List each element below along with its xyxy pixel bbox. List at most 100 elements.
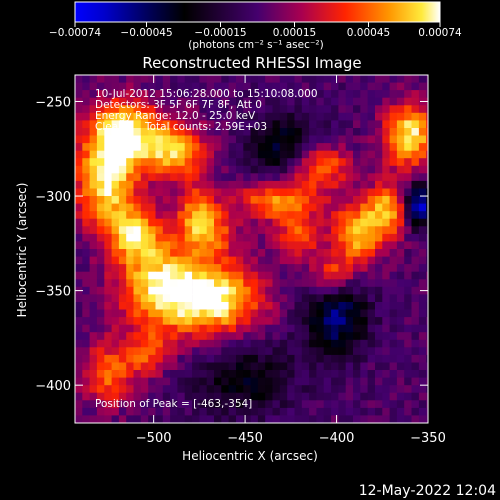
heatmap-cell	[111, 339, 120, 348]
heatmap-cell	[243, 188, 251, 197]
heatmap-cell	[265, 173, 273, 182]
heatmap-cell	[133, 226, 142, 235]
heatmap-cell	[265, 392, 273, 401]
heatmap-cell	[316, 256, 325, 265]
heatmap-cell	[287, 233, 295, 242]
heatmap-cell	[345, 105, 354, 114]
heatmap-cell	[301, 354, 310, 363]
heatmap-cell	[360, 150, 368, 159]
heatmap-cell	[214, 423, 222, 431]
heatmap-cell	[375, 332, 383, 341]
heatmap-cell	[170, 362, 178, 371]
heatmap-cell	[323, 188, 332, 197]
heatmap-cell	[367, 370, 376, 378]
heatmap-cell	[89, 203, 98, 212]
heatmap-cell	[404, 271, 412, 280]
heatmap-cell	[287, 173, 295, 182]
heatmap-cell	[323, 143, 332, 152]
heatmap-cell	[82, 135, 90, 144]
heatmap-cell	[265, 400, 273, 409]
heatmap-cell	[389, 294, 398, 303]
heatmap-cell	[243, 279, 251, 288]
heatmap-cell	[243, 82, 251, 91]
heatmap-cell	[294, 180, 303, 189]
heatmap-cell	[133, 256, 142, 265]
heatmap-cell	[236, 75, 244, 83]
annotations: 10-Jul-2012 15:06:28.000 to 15:10:08.000…	[95, 88, 318, 410]
heatmap-cell	[367, 354, 376, 363]
colorbar-tick-label: −0.00074	[49, 27, 102, 39]
heatmap-cell	[396, 279, 405, 288]
heatmap-cell	[257, 317, 266, 326]
heatmap-cell	[229, 423, 237, 431]
heatmap-cell	[111, 233, 120, 242]
heatmap-cell	[228, 173, 237, 182]
heatmap-cell	[140, 188, 149, 197]
heatmap-cell	[331, 354, 339, 363]
heatmap-cell	[75, 120, 83, 129]
heatmap-cell	[426, 196, 428, 204]
heatmap-cell	[375, 423, 383, 431]
heatmap-cell	[89, 370, 98, 378]
heatmap-cell	[89, 324, 98, 333]
heatmap-cell	[111, 75, 120, 83]
heatmap-cell	[434, 423, 442, 431]
heatmap-cell	[316, 294, 325, 303]
heatmap-cell	[236, 241, 244, 250]
heatmap-cell	[177, 294, 186, 303]
heatmap-cell	[272, 370, 281, 378]
heatmap-cell	[228, 241, 237, 250]
heatmap-cell	[331, 271, 339, 280]
heatmap-cell	[177, 370, 186, 378]
heatmap-cell	[199, 97, 208, 106]
heatmap-cell	[279, 264, 288, 273]
heatmap-cell	[243, 105, 251, 114]
heatmap-cell	[184, 377, 193, 386]
heatmap-cell	[382, 256, 390, 265]
heatmap-cell	[382, 279, 390, 288]
heatmap-cell	[301, 294, 310, 303]
heatmap-cell	[228, 309, 237, 318]
heatmap-cell	[133, 75, 142, 83]
heatmap-cell	[140, 370, 149, 378]
heatmap-cell	[389, 317, 398, 326]
heatmap-cell	[177, 317, 186, 326]
heatmap-cell	[316, 362, 325, 371]
heatmap-cell	[162, 347, 171, 356]
heatmap-cell	[221, 150, 229, 159]
heatmap-cell	[294, 279, 303, 288]
heatmap-cell	[170, 339, 178, 348]
heatmap-cell	[133, 362, 142, 371]
heatmap-cell	[412, 423, 420, 431]
heatmap-cell	[82, 354, 90, 363]
heatmap-cell	[301, 339, 310, 348]
heatmap-cell	[375, 226, 383, 235]
heatmap-cell	[228, 105, 237, 114]
time-range-annotation: 10-Jul-2012 15:06:28.000 to 15:10:08.000	[95, 88, 318, 100]
heatmap-cell	[338, 150, 347, 159]
heatmap-cell	[287, 135, 295, 144]
heatmap-cell	[206, 407, 215, 416]
heatmap-cell	[214, 302, 222, 310]
heatmap-cell	[353, 150, 361, 159]
heatmap-cell	[279, 249, 288, 257]
heatmap-cell	[323, 203, 332, 212]
heatmap-cell	[104, 90, 112, 99]
heatmap-cell	[375, 256, 383, 265]
heatmap-cell	[389, 150, 398, 159]
heatmap-cell	[309, 105, 317, 114]
heatmap-cell	[272, 385, 281, 394]
heatmap-cell	[163, 423, 171, 431]
heatmap-cell	[118, 339, 127, 348]
heatmap-cell	[89, 264, 98, 273]
heatmap-cell	[309, 385, 317, 394]
heatmap-cell	[426, 241, 428, 250]
heatmap-cell	[118, 332, 127, 341]
heatmap-cell	[89, 173, 98, 182]
heatmap-cell	[294, 165, 303, 174]
heatmap-cell	[396, 354, 405, 363]
heatmap-cell	[206, 256, 215, 265]
heatmap-cell	[382, 90, 390, 99]
heatmap-cell	[206, 309, 215, 318]
heatmap-cell	[148, 377, 156, 386]
